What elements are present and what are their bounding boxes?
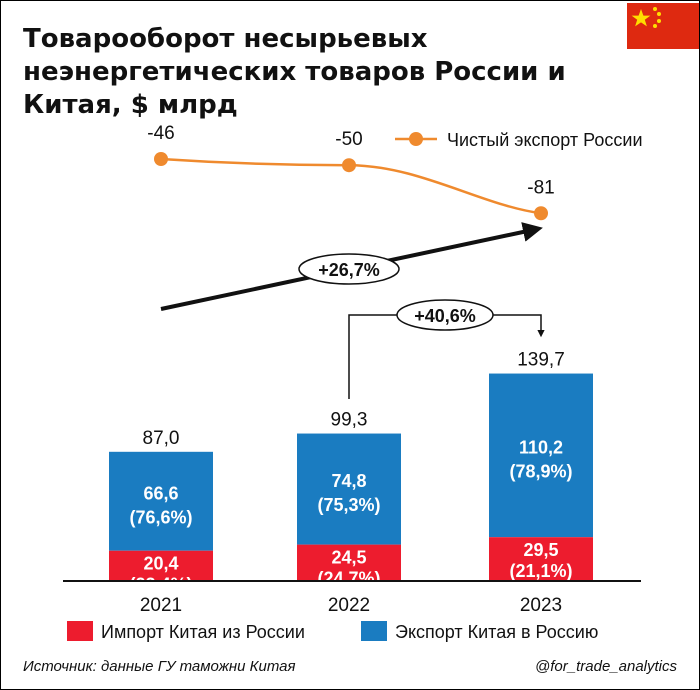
net-export-value: -81 bbox=[527, 177, 554, 198]
total-label: 139,7 bbox=[517, 350, 565, 371]
chart-canvas: 66,6 (76,6%) 20,4(23,4%) 87,0 2021 74,8 (75,3%… bbox=[63, 123, 643, 642]
import-share-label: (21,1%) bbox=[509, 561, 572, 581]
growth-badge bbox=[396, 299, 494, 331]
growth-badge-label: +40,6% bbox=[414, 306, 476, 326]
net-export-value: -46 bbox=[147, 123, 174, 144]
bar-import-2021 bbox=[109, 550, 213, 581]
legend-net-export: Чистый экспорт России bbox=[447, 130, 643, 150]
bar-export-2023 bbox=[489, 373, 593, 538]
legend-import-swatch bbox=[67, 621, 93, 641]
annotations-layer: +26,7% +40,6% bbox=[160, 222, 545, 399]
bars-layer: 66,6 (76,6%) 20,4(23,4%) 87,0 2021 74,8 (75,3%… bbox=[109, 350, 593, 616]
x-tick-label: 2023 bbox=[520, 595, 562, 616]
source-note: Источник: данные ГУ таможни Китая bbox=[23, 658, 296, 675]
legend-export-swatch bbox=[361, 621, 387, 641]
net-export-point bbox=[154, 152, 168, 166]
legend-export: Экспорт Китая в Россию bbox=[395, 622, 598, 642]
export-value-label: 66,6 bbox=[143, 483, 178, 503]
export-share-label: (78,9%) bbox=[509, 461, 572, 481]
trend-badge bbox=[298, 253, 400, 285]
import-share-label: (23,4%) bbox=[129, 575, 192, 595]
legend-import: Импорт Китая из России bbox=[101, 622, 305, 642]
x-tick-label: 2022 bbox=[328, 595, 370, 616]
legend: Чистый экспорт России Импорт Китая из Рос… bbox=[67, 130, 643, 642]
net-export-layer: -46 -50 -81 bbox=[147, 123, 555, 221]
china-flag-icon bbox=[627, 3, 699, 49]
author-handle: @for_trade_analytics bbox=[535, 658, 677, 675]
export-value-label: 74,8 bbox=[331, 471, 366, 491]
chart-title: Товарооборот несырьевых неэнергетических… bbox=[23, 24, 566, 120]
net-export-point bbox=[534, 206, 548, 221]
bar-export-2021 bbox=[109, 451, 213, 551]
total-label: 87,0 bbox=[143, 428, 180, 449]
import-value-label: 29,5 bbox=[523, 540, 558, 560]
total-label: 99,3 bbox=[331, 410, 368, 431]
import-share-label: (24,7%) bbox=[317, 569, 380, 589]
export-share-label: (76,6%) bbox=[129, 507, 192, 527]
net-export-value: -50 bbox=[335, 129, 362, 150]
trend-badge-label: +26,7% bbox=[318, 260, 380, 280]
import-value-label: 20,4 bbox=[143, 554, 178, 574]
legend-line-marker bbox=[409, 132, 423, 146]
bar-import-2022 bbox=[297, 544, 401, 581]
export-value-label: 110,2 bbox=[519, 437, 563, 457]
export-share-label: (75,3%) bbox=[317, 495, 380, 515]
bar-export-2022 bbox=[297, 433, 401, 545]
net-export-point bbox=[342, 158, 356, 173]
import-value-label: 24,5 bbox=[331, 548, 366, 568]
x-tick-label: 2021 bbox=[140, 595, 182, 616]
bar-import-2023 bbox=[489, 537, 593, 581]
